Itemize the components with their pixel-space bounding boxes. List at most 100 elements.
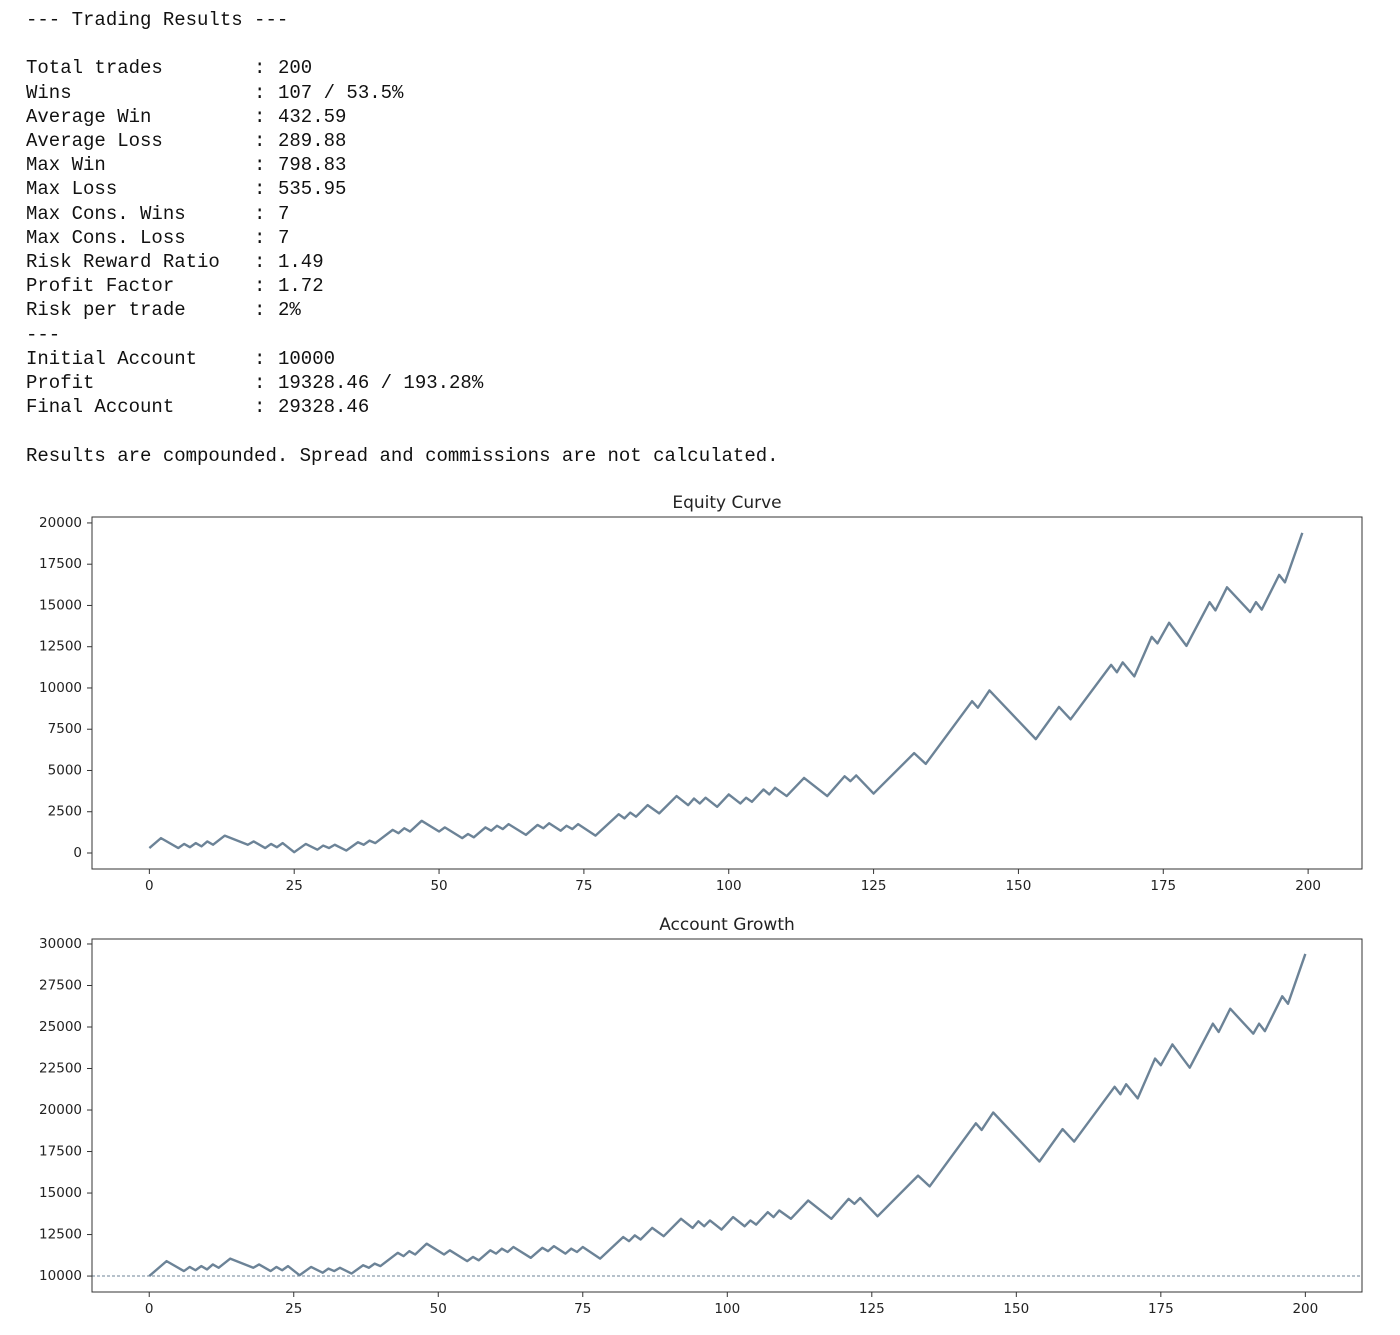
stat-row: Max Win:798.83	[26, 153, 779, 177]
x-tick-label: 175	[1150, 878, 1176, 894]
y-tick-label: 10000	[39, 680, 82, 696]
stat-value: 10000	[278, 347, 336, 370]
x-tick-label: 25	[286, 878, 303, 894]
stat-label: Total trades	[26, 57, 163, 80]
colon: :	[254, 105, 266, 128]
stat-row: Average Loss:289.88	[26, 129, 779, 153]
y-tick-label: 27500	[39, 977, 82, 993]
x-tick-label: 0	[145, 1301, 154, 1317]
x-tick-label: 0	[145, 878, 154, 894]
colon: :	[254, 372, 266, 395]
y-tick-label: 12500	[39, 1227, 82, 1243]
stat-label: Average Loss	[26, 130, 163, 152]
colon: :	[254, 226, 266, 249]
y-tick-label: 15000	[39, 597, 82, 613]
stat-row: Max Cons. Wins:7	[26, 202, 779, 226]
stat-row: Average Win:432.59	[26, 105, 779, 129]
equity-line	[148, 532, 1304, 854]
y-tick-label: 30000	[39, 936, 82, 952]
x-tick-label: 100	[716, 878, 742, 894]
x-tick-label: 175	[1148, 1301, 1174, 1317]
stat-row: Profit Factor:1.72	[26, 274, 779, 298]
stat-value: 798.83	[278, 154, 347, 177]
y-tick-label: 0	[73, 845, 82, 861]
stat-value: 535.95	[278, 178, 347, 201]
y-tick-label: 20000	[39, 1102, 82, 1118]
stat-row: Risk per trade:2%	[26, 298, 779, 322]
stat-value: 289.88	[278, 130, 347, 152]
colon: :	[254, 81, 266, 104]
colon: :	[254, 299, 266, 322]
stat-value: 1.72	[278, 275, 324, 298]
y-tick-label: 22500	[39, 1061, 82, 1077]
y-tick-label: 25000	[39, 1019, 82, 1035]
chart-title: Account Growth	[659, 915, 795, 935]
y-tick-label: 5000	[48, 762, 82, 778]
stat-label: Profit Factor	[26, 275, 175, 298]
x-tick-label: 125	[859, 1301, 885, 1317]
colon: :	[254, 130, 266, 152]
stat-value: 19328.46 / 193.28%	[278, 372, 484, 395]
y-tick-label: 17500	[39, 556, 82, 572]
colon: :	[254, 178, 266, 201]
stat-row: Total trades:200	[26, 56, 779, 80]
colon: :	[254, 275, 266, 298]
x-tick-label: 150	[1003, 1301, 1029, 1317]
stat-value: 200	[278, 57, 313, 80]
stat-value: 107 / 53.5%	[278, 81, 404, 104]
x-tick-label: 200	[1292, 1301, 1318, 1317]
stat-row: Final Account:29328.46	[26, 395, 779, 419]
x-tick-label: 100	[714, 1301, 740, 1317]
equity-line	[148, 953, 1307, 1277]
y-tick-label: 15000	[39, 1185, 82, 1201]
stat-label: Wins	[26, 81, 72, 104]
x-tick-label: 25	[285, 1301, 302, 1317]
stat-value: 432.59	[278, 105, 347, 128]
colon: :	[254, 347, 266, 370]
stat-label: Max Cons. Loss	[26, 226, 186, 249]
stat-value: 1.49	[278, 251, 324, 274]
stat-row: Wins:107 / 53.5%	[26, 81, 779, 105]
stat-row: Max Cons. Loss:7	[26, 226, 779, 250]
y-tick-label: 2500	[48, 804, 82, 820]
stat-value: 2%	[278, 299, 301, 322]
x-tick-label: 75	[574, 1301, 591, 1317]
stat-row: Max Loss:535.95	[26, 177, 779, 201]
colon: :	[254, 57, 266, 80]
stat-value: 7	[278, 202, 290, 225]
y-tick-label: 17500	[39, 1144, 82, 1160]
report: --- Trading Results --- Total trades:200 W…	[26, 8, 779, 468]
stat-value: 7	[278, 226, 290, 249]
x-tick-label: 50	[430, 878, 447, 894]
stat-row: Risk Reward Ratio:1.49	[26, 250, 779, 274]
note: Results are compounded. Spread and commi…	[26, 444, 779, 467]
colon: :	[254, 154, 266, 177]
stat-label: Max Cons. Wins	[26, 202, 186, 225]
x-tick-label: 125	[861, 878, 887, 894]
stat-label: Final Account	[26, 396, 175, 419]
chart-title: Equity Curve	[672, 493, 781, 513]
stat-label: Risk Reward Ratio	[26, 251, 220, 274]
axes-frame	[91, 516, 1363, 870]
y-tick-label: 7500	[48, 721, 82, 737]
x-tick-label: 50	[430, 1301, 447, 1317]
x-tick-label: 200	[1295, 878, 1321, 894]
stat-label: Max Win	[26, 154, 106, 177]
colon: :	[254, 202, 266, 225]
stat-row: Profit:19328.46 / 193.28%	[26, 371, 779, 395]
stat-label: Profit	[26, 372, 95, 395]
stat-value: 29328.46	[278, 396, 370, 419]
y-tick-label: 10000	[39, 1268, 82, 1284]
colon: :	[254, 396, 266, 419]
stat-label: Average Win	[26, 105, 152, 128]
report-title: --- Trading Results ---	[26, 9, 289, 31]
colon: :	[254, 251, 266, 274]
stat-label: Initial Account	[26, 347, 198, 370]
axes-frame	[91, 938, 1363, 1293]
stat-label: Max Loss	[26, 178, 118, 201]
separator: ---	[26, 323, 61, 346]
x-tick-label: 75	[575, 878, 592, 894]
stat-label: Risk per trade	[26, 299, 186, 322]
